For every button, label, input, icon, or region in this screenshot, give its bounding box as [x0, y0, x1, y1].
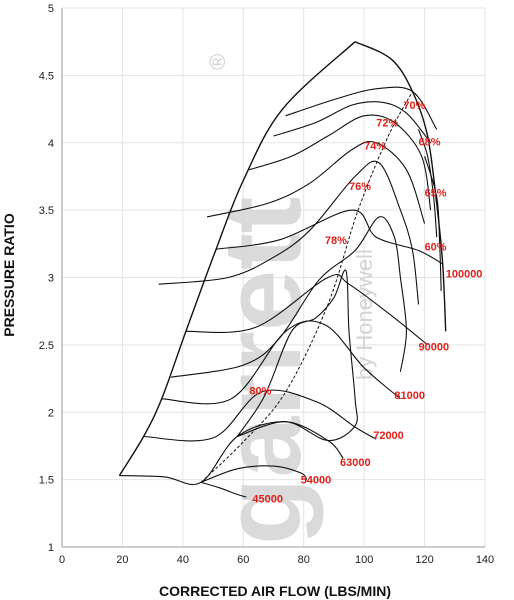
x-tick-label: 60	[237, 554, 249, 566]
speed-line-72000	[143, 389, 377, 442]
speed-line-63000	[119, 421, 344, 486]
efficiency-label: 72%	[376, 118, 398, 130]
choke-line	[354, 41, 447, 332]
efficiency-island-78pct	[170, 216, 407, 378]
x-tick-label: 80	[298, 554, 310, 566]
y-axis-title: PRESSURE RATIO	[1, 213, 17, 337]
speed-label: 72000	[373, 430, 404, 442]
y-tick-label: 5	[48, 3, 54, 15]
x-tick-label: 100	[355, 554, 373, 566]
y-tick-label: 1	[48, 542, 54, 554]
curves	[118, 41, 447, 498]
y-tick-label: 1.5	[39, 475, 54, 487]
speed-label: 63000	[340, 457, 371, 469]
efficiency-label: 65%	[425, 188, 447, 200]
efficiency-label: 70%	[403, 100, 425, 112]
x-tick-label: 20	[116, 554, 128, 566]
axes: 0 20 40 60 80 100 120 140 1 1.5 2 2.5 3 3.5 4 4.5 5	[39, 3, 494, 566]
x-tick-label: 40	[177, 554, 189, 566]
efficiency-label: 74%	[364, 140, 386, 152]
watermark: garrett by Honeywell ®	[201, 54, 377, 545]
efficiency-island-76pct	[158, 160, 420, 305]
speed-line-81000	[161, 320, 401, 405]
x-tick-label: 140	[476, 554, 494, 566]
watermark-logo: garrett	[201, 197, 324, 545]
y-tick-label: 4	[48, 138, 54, 150]
x-axis-title: CORRECTED AIR FLOW (LBS/MIN)	[159, 583, 391, 599]
speed-label: 81000	[394, 390, 425, 402]
x-tick-label: 0	[59, 554, 65, 566]
y-tick-label: 2.5	[39, 340, 54, 352]
peak-efficiency-line	[200, 91, 413, 483]
efficiency-island-70pct	[273, 101, 432, 144]
y-tick-label: 3.5	[39, 205, 54, 217]
efficiency-label: 60%	[425, 242, 447, 254]
y-tick-label: 3	[48, 273, 54, 285]
efficiency-island-68pct	[285, 86, 438, 130]
efficiency-label: 68%	[419, 136, 441, 148]
efficiency-label: 76%	[349, 181, 371, 193]
efficiency-island-72pct	[249, 114, 432, 211]
speed-label: 100000	[446, 269, 483, 281]
efficiency-island-74pct	[206, 140, 426, 224]
x-tick-label: 120	[415, 554, 433, 566]
speed-line-54000	[200, 465, 308, 483]
speed-line-100000	[216, 209, 443, 265]
speed-line-90000	[185, 274, 428, 346]
surge-line	[118, 41, 356, 476]
watermark-registered: ®	[205, 54, 230, 70]
grid	[61, 7, 486, 548]
y-tick-label: 2	[48, 407, 54, 419]
y-tick-label: 4.5	[39, 70, 54, 82]
labels: 70% 72% 68% 74% 76% 65% 78% 60% 80% 100000 90000 81…	[249, 100, 482, 505]
efficiency-label: 80%	[249, 386, 271, 398]
watermark-subtitle: by Honeywell	[352, 249, 377, 380]
speed-label: 45000	[252, 494, 283, 506]
efficiency-label: 78%	[325, 235, 347, 247]
speed-line-45000	[200, 481, 247, 498]
speed-label: 54000	[301, 475, 332, 487]
speed-label: 90000	[419, 341, 450, 353]
